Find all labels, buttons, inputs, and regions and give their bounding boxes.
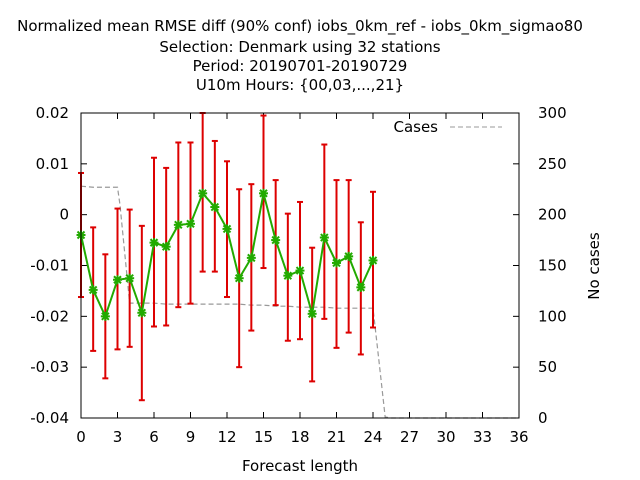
y2-tick-label: 250 [538,155,567,173]
data-point [173,220,183,230]
data-point [368,255,378,265]
y2-tick-label: 50 [538,358,557,376]
y-tick-label: -0.02 [30,307,69,325]
data-point [259,188,268,198]
y2-tick-label: 300 [538,104,567,122]
legend-cases-label: Cases [393,118,438,136]
data-point [149,238,159,248]
axis-ticks: 0 3 6 9 12 15 18 21 24 27 30 33 36-0.04-0.03-0.02-0.… [30,104,566,446]
x-tick-label: 30 [436,428,455,446]
data-point [234,273,244,283]
y2-tick-label: 0 [538,409,548,427]
chart-title: Normalized mean RMSE diff (90% conf) iob… [17,17,583,94]
data-point [198,188,208,198]
x-tick-label: 12 [217,428,236,446]
data-point [210,202,220,212]
x-tick-label: 6 [149,428,159,446]
data-point [319,233,329,243]
title-line-2: Selection: Denmark using 32 stations [159,38,440,56]
plot-frame [80,112,520,419]
data-point [88,285,98,295]
x-tick-label: 36 [509,428,528,446]
y-tick-label: -0.04 [30,409,69,427]
x-tick-label: 0 [76,428,86,446]
y2-tick-label: 100 [538,307,567,325]
data-point [295,266,305,276]
x-tick-label: 27 [400,428,419,446]
data-point [246,253,256,263]
y-tick-label: 0.02 [36,104,69,122]
title-line-1: Normalized mean RMSE diff (90% conf) iob… [17,17,583,36]
errorbar [321,143,328,320]
data-point [186,219,195,229]
data-point [222,224,232,234]
y2-tick-label: 150 [538,257,567,275]
x-tick-label: 15 [254,428,273,446]
y-tick-label: 0.01 [36,155,69,173]
x-tick-label: 3 [113,428,123,446]
x-axis-label: Forecast length [242,457,358,475]
x-tick-label: 24 [363,428,382,446]
data-point [307,309,317,319]
data-point [113,275,122,285]
title-line-4: U10m Hours: {00,03,...,21} [196,76,404,94]
data-point [100,311,110,321]
y2-axis-label: No cases [585,232,603,300]
y-tick-label: 0 [59,206,69,224]
x-tick-label: 33 [473,428,492,446]
data-point [332,258,341,268]
data-point [137,308,147,318]
data-point [271,235,281,245]
legend: Cases [393,118,502,136]
y-tick-label: -0.01 [30,257,69,275]
data-point [356,282,366,292]
data-point [344,251,354,261]
x-tick-label: 18 [290,428,309,446]
data-point [125,273,135,283]
y2-tick-label: 200 [538,206,567,224]
y-tick-label: -0.03 [30,358,69,376]
errorbar-series [78,112,376,402]
x-tick-label: 9 [186,428,196,446]
data-point [283,271,293,281]
data-point [161,242,171,252]
x-tick-label: 21 [327,428,346,446]
title-line-3: Period: 20190701-20190729 [193,57,408,75]
